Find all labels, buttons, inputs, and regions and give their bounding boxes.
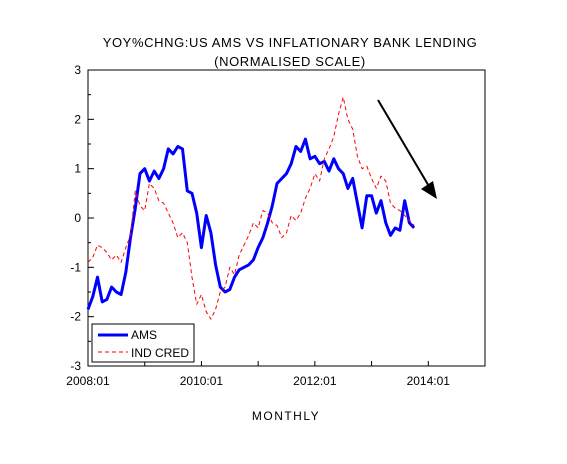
arrow-head [421, 181, 437, 199]
y-tick-label: -1 [70, 260, 81, 274]
y-tick-label: 3 [74, 63, 81, 77]
chart-title: YOY%CHNG:US AMS VS INFLATIONARY BANK LEN… [103, 35, 478, 50]
y-tick-label: -3 [70, 359, 81, 373]
downward-arrow [377, 99, 437, 199]
chart-subtitle: (NORMALISED SCALE) [214, 54, 366, 69]
x-tick-label: 2012:01 [293, 374, 337, 388]
legend-box [91, 323, 195, 363]
series-line-ams [86, 137, 416, 310]
x-tick-label: 2014:01 [407, 374, 451, 388]
legend-label-ams: AMS [131, 328, 157, 342]
series-line-ind-cred [87, 96, 415, 320]
plot-frame [87, 69, 486, 367]
arrow-shaft [377, 99, 431, 189]
legend-label-ind-cred: IND CRED [131, 346, 189, 360]
x-tick-label: 2008:01 [66, 374, 110, 388]
legend: AMS IND CRED [91, 323, 195, 363]
series-layer [86, 96, 416, 320]
x-axis: 2008:01 2010:01 2012:01 2014:01 [66, 361, 450, 388]
x-tick-label: 2010:01 [180, 374, 224, 388]
y-axis: 3 2 1 0 -1 -2 -3 [70, 63, 94, 373]
y-tick-label: 0 [74, 211, 81, 225]
y-tick-label: 2 [74, 112, 81, 126]
x-axis-label: MONTHLY [252, 409, 320, 423]
y-tick-label: -2 [70, 310, 81, 324]
y-tick-label: 1 [74, 162, 81, 176]
